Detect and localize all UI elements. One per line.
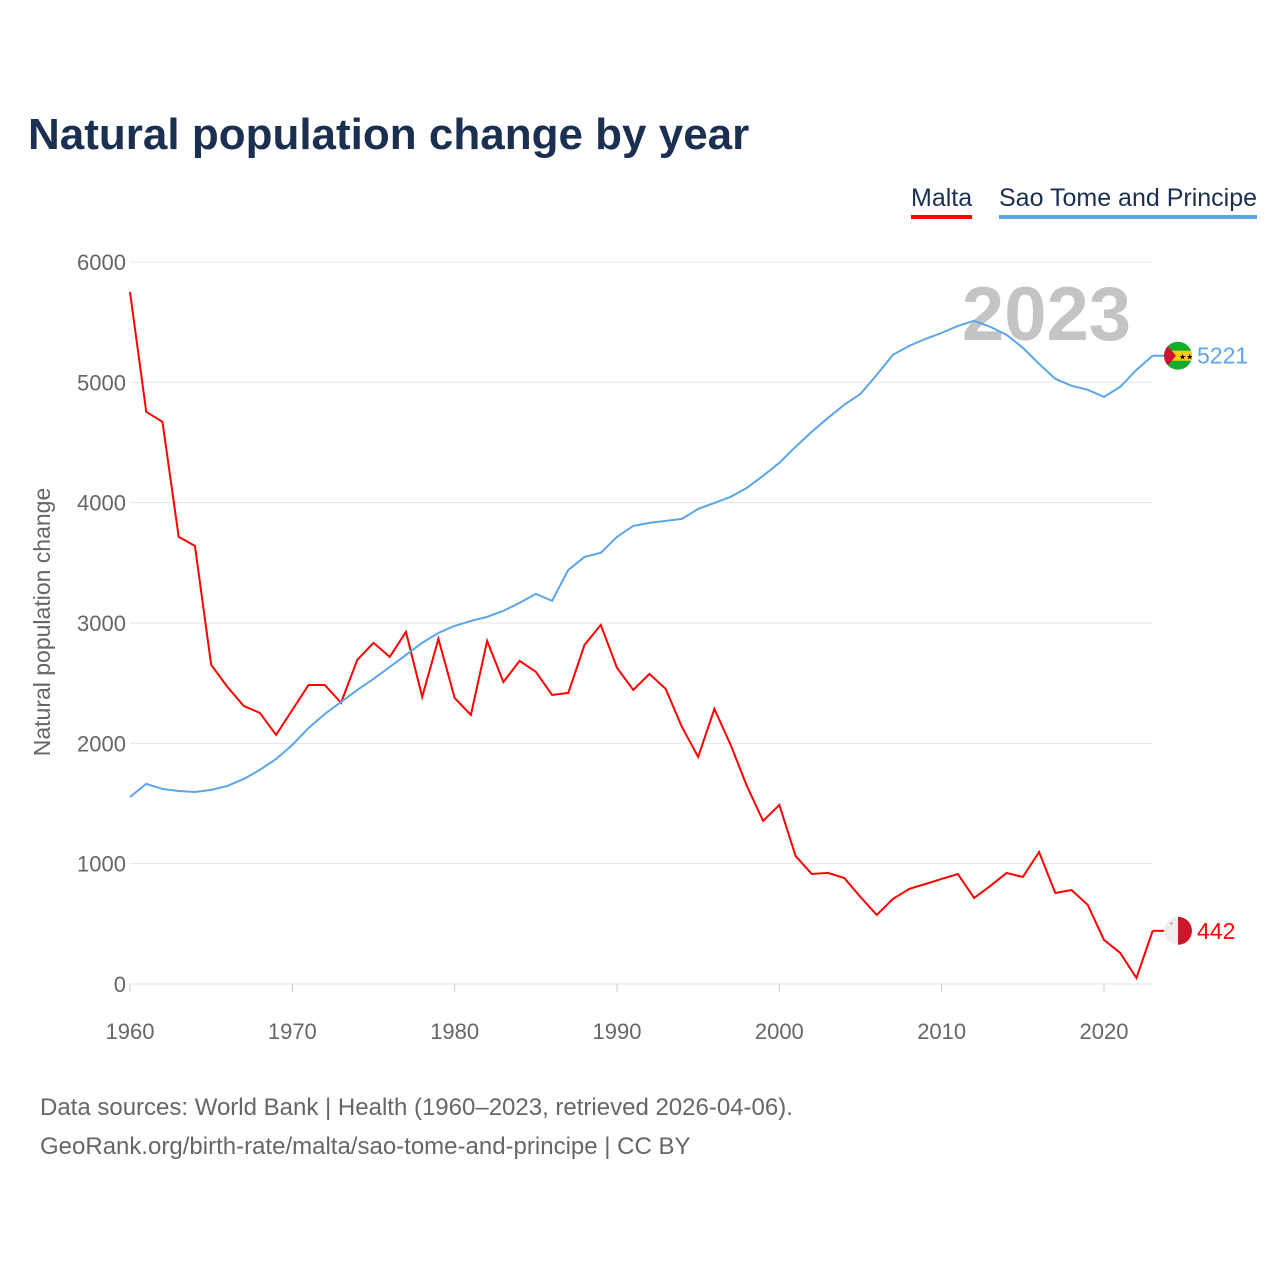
chart-title: Natural population change by year [28, 110, 750, 159]
x-tick-label: 2020 [1080, 1019, 1129, 1044]
end-value-label: 442 [1197, 918, 1235, 944]
x-tick-label: 2010 [917, 1019, 966, 1044]
series-line-sao-tome[interactable] [129, 319, 1154, 798]
y-tick-label: 4000 [77, 491, 126, 516]
year-watermark: 2023 [962, 272, 1131, 357]
y-axis-label: Natural population change [29, 488, 55, 757]
footer: Data sources: World Bank | Health (1960–… [40, 1088, 793, 1166]
footer-url[interactable]: GeoRank.org/birth-rate/malta/sao-tome-an… [40, 1133, 691, 1160]
footer-source: Data sources: World Bank | Health (1960–… [40, 1094, 793, 1121]
x-tick-label: 1980 [430, 1019, 479, 1044]
y-tick-label: 6000 [77, 250, 126, 275]
x-tick-label: 1970 [268, 1019, 317, 1044]
sao-tome-flag-icon: ★★ [1164, 341, 1193, 370]
series-line-malta[interactable] [129, 291, 1154, 981]
x-tick-label: 2000 [755, 1019, 804, 1044]
x-tick-label: 1990 [593, 1019, 642, 1044]
malta-flag-icon: + [1164, 916, 1192, 945]
x-tick-label: 1960 [106, 1019, 155, 1044]
y-tick-label: 1000 [77, 852, 126, 877]
end-value-label: 5221 [1197, 343, 1248, 369]
y-tick-label: 5000 [77, 370, 126, 395]
legend-sao-tome[interactable]: Sao Tome and Principe [999, 184, 1258, 219]
svg-text:+: + [1169, 919, 1174, 928]
svg-text:★★: ★★ [1179, 353, 1193, 362]
y-tick-label: 3000 [77, 611, 126, 636]
y-tick-label: 0 [114, 972, 126, 997]
legend-malta[interactable]: Malta [911, 184, 973, 219]
y-tick-label: 2000 [77, 731, 126, 756]
